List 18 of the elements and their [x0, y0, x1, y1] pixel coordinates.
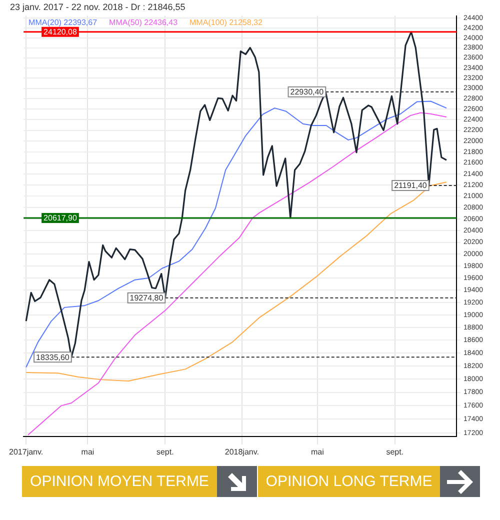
x-tick-label: 2018janv.	[224, 447, 259, 456]
ref-line-label: 18335,60	[36, 352, 70, 362]
text: OPINION MOYEN TERME	[22, 466, 217, 497]
ref-line-label: 19274,80	[130, 294, 164, 303]
ref-line-label: 20617,90	[44, 214, 78, 223]
text: OPINION LONG TERME	[258, 466, 440, 497]
text: MMA(50) 22436,43	[109, 18, 178, 28]
ref-line-label: 22930,40	[290, 88, 324, 97]
x-tick-label: 2017janv.	[9, 447, 44, 456]
text: MMA(100) 21258,32	[190, 18, 263, 28]
ref-line-label: 21191,40	[394, 181, 428, 190]
chart-title: 23 janv. 2017 - 22 nov. 2018 - Dr : 21846,55	[10, 2, 186, 12]
text: MMA(20) 22393,67	[28, 18, 98, 28]
x-tick-label: mai	[81, 447, 94, 456]
x-tick-label: sept.	[156, 447, 174, 456]
x-tick-label: mai	[311, 447, 324, 456]
x-tick-label: sept.	[386, 447, 404, 456]
ref-line-label: 24120,08	[44, 28, 78, 37]
